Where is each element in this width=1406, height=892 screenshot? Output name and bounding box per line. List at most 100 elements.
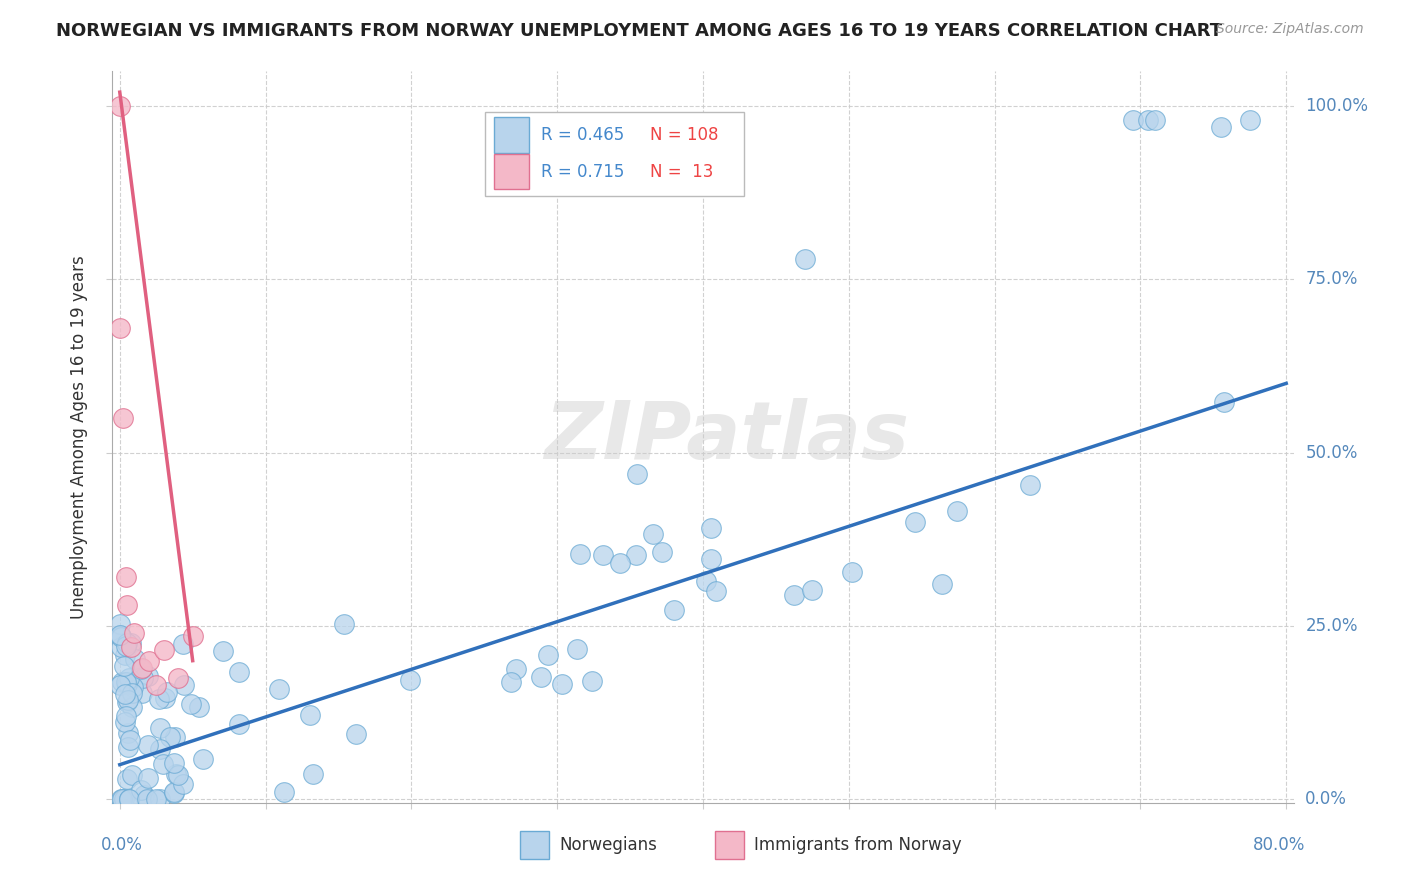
- Point: [267, 682, 290, 697]
- Point: [108, 99, 131, 113]
- Point: [550, 677, 572, 691]
- Text: 0.0%: 0.0%: [1305, 790, 1347, 808]
- Point: [120, 640, 142, 654]
- Point: [163, 756, 186, 771]
- Point: [592, 548, 614, 562]
- Point: [112, 659, 135, 673]
- Text: 0.0%: 0.0%: [101, 836, 142, 854]
- Point: [1209, 120, 1232, 134]
- Point: [129, 782, 152, 797]
- Point: [115, 772, 138, 787]
- Point: [333, 616, 356, 631]
- Point: [132, 671, 155, 685]
- Point: [165, 730, 187, 744]
- Point: [567, 642, 589, 657]
- Point: [138, 654, 160, 668]
- Point: [136, 739, 159, 753]
- Point: [172, 636, 194, 650]
- Text: ZIPatlas: ZIPatlas: [544, 398, 910, 476]
- Point: [651, 545, 673, 559]
- Text: NORWEGIAN VS IMMIGRANTS FROM NORWAY UNEMPLOYMENT AMONG AGES 16 TO 19 YEARS CORRE: NORWEGIAN VS IMMIGRANTS FROM NORWAY UNEM…: [56, 22, 1222, 40]
- Point: [114, 648, 136, 662]
- Text: Norwegians: Norwegians: [560, 836, 657, 855]
- Point: [117, 692, 139, 706]
- FancyBboxPatch shape: [485, 112, 744, 195]
- Point: [1239, 112, 1261, 127]
- Point: [114, 570, 136, 584]
- Point: [152, 643, 174, 657]
- Point: [273, 785, 295, 799]
- Point: [172, 777, 194, 791]
- Point: [117, 671, 139, 685]
- Point: [228, 665, 250, 680]
- Point: [111, 411, 134, 425]
- Point: [121, 699, 143, 714]
- Point: [111, 675, 134, 690]
- Point: [1213, 394, 1236, 409]
- Point: [662, 603, 685, 617]
- FancyBboxPatch shape: [520, 831, 550, 859]
- Point: [794, 252, 817, 266]
- Point: [152, 757, 174, 772]
- Point: [129, 662, 152, 676]
- Point: [149, 721, 172, 735]
- Point: [529, 670, 551, 684]
- Point: [931, 577, 953, 591]
- Point: [167, 768, 190, 782]
- Point: [904, 515, 927, 529]
- Point: [114, 686, 136, 700]
- Point: [841, 566, 863, 580]
- Point: [110, 792, 132, 806]
- Point: [117, 792, 139, 806]
- Point: [122, 680, 145, 694]
- Point: [120, 733, 142, 747]
- Point: [121, 768, 143, 782]
- Point: [569, 548, 592, 562]
- Y-axis label: Unemployment Among Ages 16 to 19 years: Unemployment Among Ages 16 to 19 years: [70, 255, 89, 619]
- Point: [609, 556, 631, 570]
- Point: [626, 467, 648, 481]
- Point: [134, 788, 156, 802]
- Point: [167, 671, 190, 685]
- Point: [111, 792, 134, 806]
- Point: [1143, 112, 1166, 127]
- Point: [699, 552, 721, 566]
- Text: 80.0%: 80.0%: [1253, 836, 1305, 854]
- Point: [110, 630, 132, 644]
- Point: [145, 792, 167, 806]
- Point: [110, 640, 132, 654]
- Point: [121, 686, 143, 700]
- FancyBboxPatch shape: [494, 154, 530, 189]
- Point: [117, 677, 139, 691]
- Text: N = 108: N = 108: [650, 126, 718, 144]
- Text: Immigrants from Norway: Immigrants from Norway: [754, 836, 962, 855]
- Point: [120, 636, 142, 650]
- Point: [159, 730, 181, 744]
- Point: [131, 686, 153, 700]
- Point: [180, 697, 202, 711]
- Point: [783, 588, 806, 602]
- Text: Source: ZipAtlas.com: Source: ZipAtlas.com: [1216, 22, 1364, 37]
- Point: [117, 739, 139, 754]
- Point: [114, 675, 136, 690]
- Point: [501, 674, 523, 689]
- Point: [624, 548, 647, 562]
- Point: [117, 725, 139, 739]
- Point: [302, 767, 325, 781]
- Point: [115, 695, 138, 709]
- FancyBboxPatch shape: [494, 118, 530, 153]
- Point: [124, 652, 146, 666]
- Point: [155, 690, 177, 705]
- Point: [399, 673, 422, 688]
- Point: [114, 714, 136, 729]
- Point: [537, 648, 560, 663]
- Point: [505, 662, 527, 676]
- Point: [115, 636, 138, 650]
- Point: [108, 321, 131, 335]
- Point: [188, 700, 211, 714]
- Point: [211, 644, 233, 658]
- Point: [145, 678, 167, 692]
- Point: [704, 584, 727, 599]
- Text: R = 0.715: R = 0.715: [541, 162, 624, 180]
- Point: [108, 628, 131, 642]
